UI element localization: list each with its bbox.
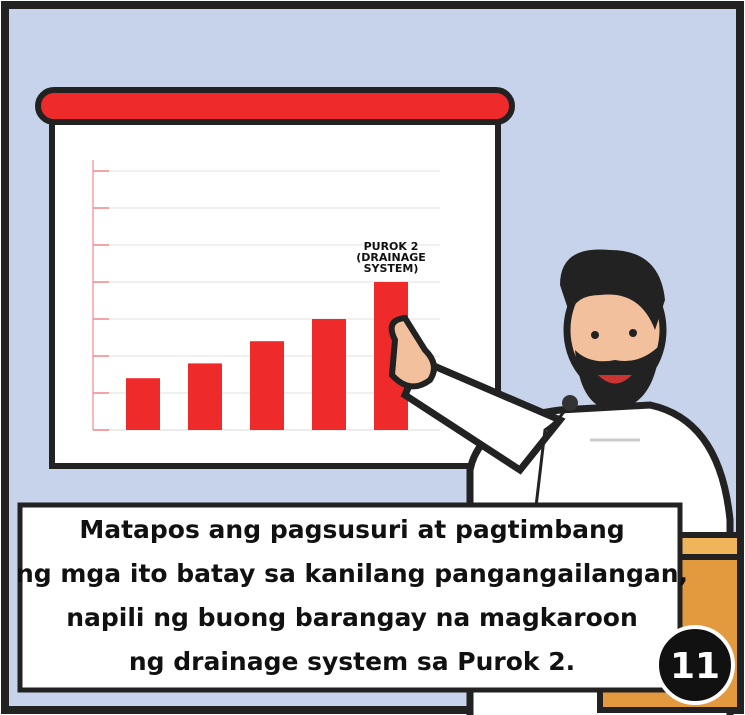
bar [126,378,160,430]
comic-panel: PUROK 2(DRAINAGESYSTEM) Matapos ang pags… [0,0,745,715]
caption-line: ng mga ito batay sa kanilang pangangaila… [16,559,688,588]
bar [250,341,284,430]
caption-line: ng drainage system sa Purok 2. [129,647,575,676]
bar [188,363,222,430]
caption-line: Matapos ang pagsusuri at pagtimbang [79,515,624,544]
screen-roller [38,90,512,122]
caption-line: napili ng buong barangay na magkaroon [66,603,638,632]
panel-number: 11 [670,646,720,687]
bar [312,319,346,430]
page: PUROK 2(DRAINAGESYSTEM) Matapos ang pags… [0,0,745,715]
